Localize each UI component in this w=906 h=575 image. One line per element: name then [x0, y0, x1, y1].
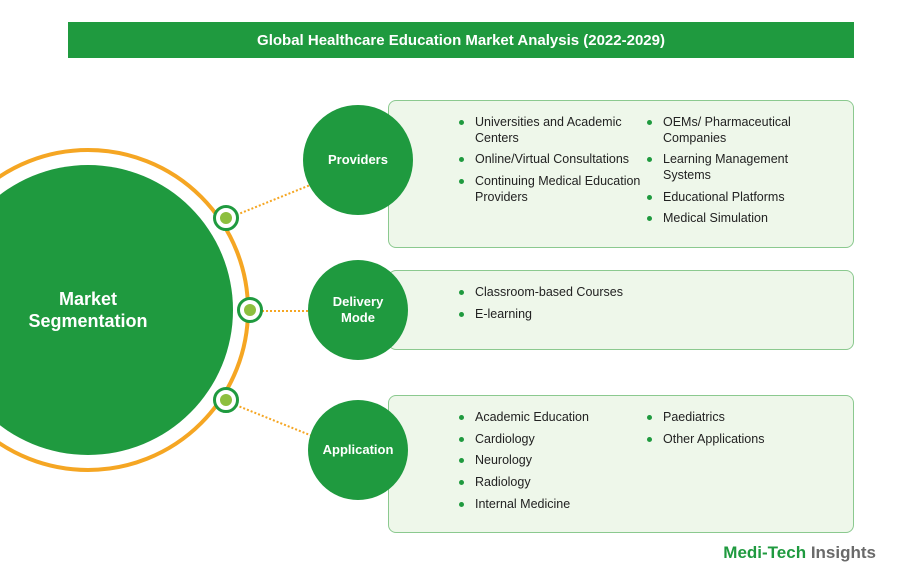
list-item: Radiology	[459, 475, 647, 491]
list-item: OEMs/ Pharmaceutical Companies	[647, 115, 835, 146]
list-item: Cardiology	[459, 432, 647, 448]
bullet-list: Universities and Academic Centers Online/…	[459, 115, 647, 233]
list-item: Paediatrics	[647, 410, 835, 426]
list-item: Other Applications	[647, 432, 835, 448]
title-bar: Global Healthcare Education Market Analy…	[68, 22, 854, 58]
list-item: Neurology	[459, 453, 647, 469]
list-item: Academic Education	[459, 410, 647, 426]
brand-suffix: Insights	[811, 543, 876, 562]
bullet-list: OEMs/ Pharmaceutical Companies Learning M…	[647, 115, 835, 233]
list-item: Learning Management Systems	[647, 152, 835, 183]
connector-line	[226, 180, 321, 220]
list-item: Online/Virtual Consultations	[459, 152, 647, 168]
connector-node-inner-icon	[220, 212, 232, 224]
list-item: Universities and Academic Centers	[459, 115, 647, 146]
list-item: Educational Platforms	[647, 190, 835, 206]
segment-panel: Academic Education Cardiology Neurology Rad…	[388, 395, 854, 533]
list-item: Internal Medicine	[459, 497, 647, 513]
list-item: Classroom-based Courses	[459, 285, 835, 301]
connector-node-inner-icon	[220, 394, 232, 406]
segment-circle: DeliveryMode	[308, 260, 408, 360]
connector-line	[225, 400, 320, 440]
bullet-list: Classroom-based Courses E-learning	[459, 285, 835, 335]
segment-circle: Application	[308, 400, 408, 500]
page-title: Global Healthcare Education Market Analy…	[257, 32, 665, 49]
list-item: E-learning	[459, 307, 835, 323]
bullet-list: Paediatrics Other Applications	[647, 410, 835, 518]
segment-panel: Universities and Academic Centers Online/…	[388, 100, 854, 248]
connector-node-inner-icon	[244, 304, 256, 316]
footer-brand: Medi-Tech Insights	[723, 543, 876, 563]
hub-label: MarketSegmentation	[28, 288, 147, 333]
list-item: Continuing Medical Education Providers	[459, 174, 647, 205]
list-item: Medical Simulation	[647, 211, 835, 227]
segment-circle: Providers	[303, 105, 413, 215]
brand-prefix: Medi-Tech	[723, 543, 811, 562]
bullet-list: Academic Education Cardiology Neurology Rad…	[459, 410, 647, 518]
segment-panel: Classroom-based Courses E-learning	[388, 270, 854, 350]
